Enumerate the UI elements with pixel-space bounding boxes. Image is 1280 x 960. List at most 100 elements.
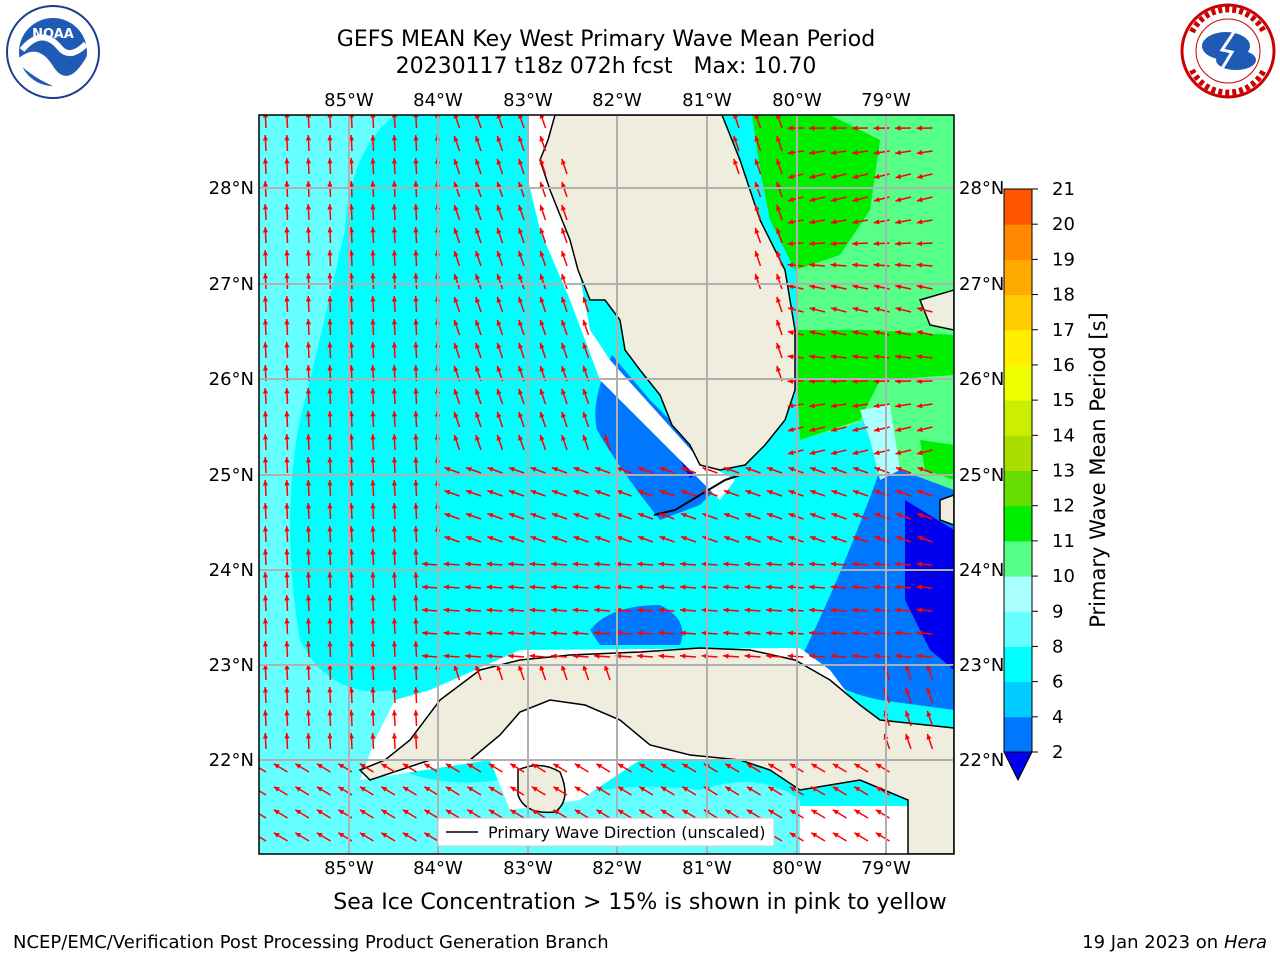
wave-arrow-head: [561, 664, 567, 671]
wave-arrow-head: [262, 365, 269, 371]
wave-arrow-head: [453, 135, 459, 142]
wave-arrow-head: [475, 411, 481, 418]
wave-arrow-head: [789, 832, 796, 838]
wave-arrow-head: [348, 227, 355, 233]
wave-arrow-head: [596, 786, 603, 792]
wave-arrow-head: [252, 787, 258, 792]
wave-arrow-head: [305, 158, 312, 164]
wave-arrow-head: [873, 354, 880, 360]
wave-arrow-head: [284, 480, 290, 486]
wave-arrow-head: [467, 809, 474, 815]
wave-arrow-head: [561, 411, 567, 418]
wave-arrow-head: [508, 607, 514, 613]
wave-arrow-head: [895, 125, 901, 131]
wave-arrow-head: [539, 158, 545, 165]
wave-arrow-head: [637, 512, 644, 518]
wave-arrow-head: [873, 306, 880, 312]
wave-arrow-head: [854, 763, 861, 769]
wave-arrow-head: [637, 653, 643, 659]
wave-arrow-head: [723, 561, 729, 567]
wave-arrow-head: [895, 535, 902, 541]
wave-arrow-head: [262, 687, 269, 693]
wave-arrow-head: [539, 434, 545, 441]
wave-arrow-head: [305, 526, 312, 532]
wave-arrow-head: [465, 561, 471, 567]
sea-ice-caption: Sea Ice Concentration > 15% is shown in …: [333, 890, 947, 915]
wave-arrow-head: [852, 607, 858, 613]
wave-arrow-head: [348, 411, 355, 417]
wave-arrow: [415, 115, 418, 129]
wave-arrow-head: [467, 786, 474, 792]
wave-arrow-head: [873, 219, 880, 225]
wave-arrow-head: [766, 607, 772, 613]
wave-arrow: [393, 115, 396, 129]
wave-arrow-head: [370, 319, 376, 325]
wave-arrow-head: [348, 388, 355, 394]
wave-arrow-head: [391, 687, 398, 693]
lon-label-top: 79°W: [861, 90, 911, 111]
wave-arrow-head: [561, 181, 567, 188]
wave-arrow-head: [370, 388, 376, 394]
wave-arrow-head: [852, 450, 859, 456]
wave-arrow-head: [754, 115, 760, 119]
wave-arrow-head: [508, 584, 514, 590]
wave-arrow-head: [348, 135, 355, 141]
wave-arrow-head: [370, 434, 376, 440]
wave-arrow-head: [895, 306, 902, 312]
wave-arrow-head: [787, 450, 794, 456]
wave-arrow-head: [486, 630, 493, 636]
wave-arrow-head: [811, 763, 818, 769]
wave-arrow-head: [391, 664, 398, 670]
wave-arrow-head: [811, 809, 818, 815]
wave-arrow-head: [745, 466, 752, 472]
wave-arrow-head: [916, 284, 923, 290]
wave-arrow-head: [754, 158, 760, 165]
wave-arrow-head: [496, 273, 502, 280]
wave-arrow-head: [316, 832, 323, 838]
wave-arrow-head: [475, 227, 481, 234]
wave-arrow-head: [788, 535, 795, 541]
wave-arrow-head: [465, 584, 471, 590]
wave-arrow-head: [582, 411, 588, 418]
wave-arrow-head: [508, 561, 514, 567]
map-frame: [258, 114, 955, 855]
wave-arrow-head: [895, 466, 902, 472]
wave-arrow-head: [262, 411, 269, 417]
wave-arrow-head: [465, 607, 471, 613]
colorbar-segment: [1004, 329, 1032, 366]
wave-arrow-head: [413, 480, 419, 486]
wave-arrow-head: [262, 296, 269, 302]
wave-arrow-head: [561, 273, 567, 280]
wave-arrow-head: [539, 227, 545, 234]
wave-arrow-head: [659, 512, 666, 518]
wave-arrow-head: [776, 181, 782, 188]
wave-arrow-head: [348, 296, 355, 302]
wave-arrow-head: [787, 653, 794, 659]
wave-arrow-head: [895, 561, 901, 567]
wave-arrow-head: [873, 197, 880, 203]
wave-arrow-head: [701, 607, 708, 613]
wave-arrow-head: [262, 572, 269, 578]
wave-arrow-head: [305, 733, 312, 739]
wave-arrow-head: [723, 653, 729, 659]
wave-arrow-head: [776, 135, 782, 142]
wave-arrow-head: [284, 549, 290, 555]
wave-arrow-head: [809, 466, 816, 472]
wave-arrow-head: [830, 330, 837, 336]
wave-arrow-head: [453, 411, 459, 418]
wave-arrow-head: [531, 786, 538, 792]
wave-arrow-head: [789, 809, 796, 815]
wave-arrow-head: [637, 489, 644, 495]
wave-arrow-head: [766, 466, 773, 472]
wave-arrow-head: [508, 653, 514, 659]
wave-arrow-head: [852, 306, 859, 312]
wave-arrow-head: [701, 630, 708, 636]
wave-arrow-head: [895, 653, 901, 659]
wave-arrow-head: [787, 125, 793, 131]
wave-arrow: [307, 115, 310, 129]
wave-arrow-head: [852, 489, 859, 495]
wave-arrow-head: [273, 832, 280, 838]
wave-arrow-head: [854, 832, 861, 838]
wave-arrow-head: [530, 489, 537, 495]
colorbar-tick-label: 9: [1052, 601, 1063, 622]
